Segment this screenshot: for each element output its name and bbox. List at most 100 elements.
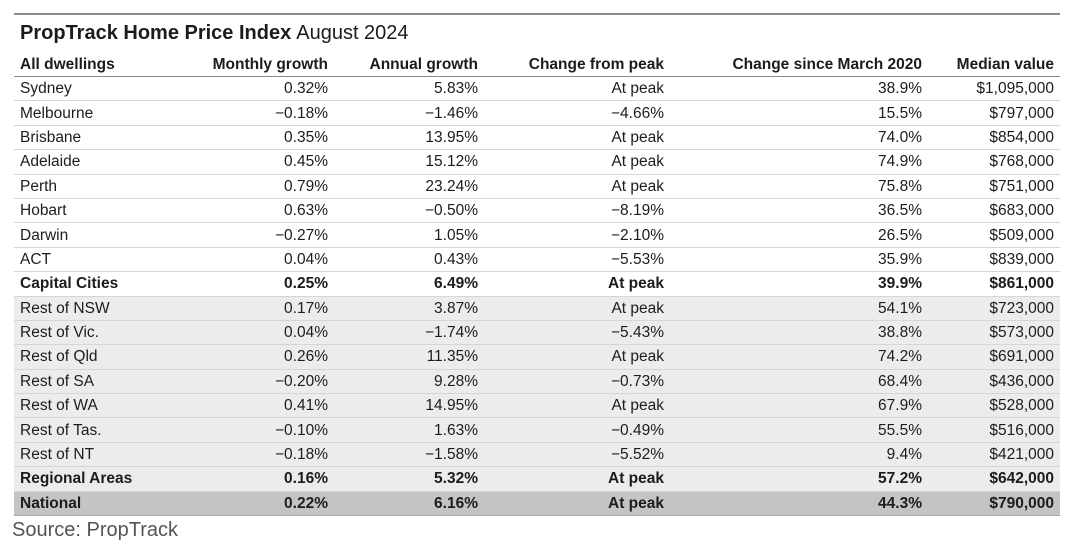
table-body: Sydney 0.32% 5.83% At peak 38.9% $1,095,000 Me…	[14, 76, 1060, 517]
header-change-since-march-2020: Change since March 2020	[670, 52, 928, 77]
table-row: Rest of Tas. −0.10% 1.63% −0.49% 55.5% $516,0…	[14, 417, 1060, 443]
table-row: Capital Cities 0.25% 6.49% At peak 39.9% $861…	[14, 271, 1060, 297]
table-row: Perth 0.79% 23.24% At peak 75.8% $751,000	[14, 174, 1060, 199]
cell-change-since-march-2020: 68.4%	[670, 369, 928, 395]
cell-change-since-march-2020: 55.5%	[670, 417, 928, 443]
cell-region: National	[14, 491, 184, 517]
cell-annual-growth: −1.74%	[334, 320, 484, 346]
header-median-value: Median value	[928, 52, 1060, 77]
cell-change-from-peak: −0.73%	[484, 369, 670, 395]
cell-monthly-growth: 0.26%	[184, 344, 334, 370]
cell-monthly-growth: 0.17%	[184, 296, 334, 321]
cell-change-since-march-2020: 36.5%	[670, 198, 928, 224]
cell-monthly-growth: −0.18%	[184, 100, 334, 126]
cell-region: Sydney	[14, 76, 184, 102]
cell-annual-growth: 3.87%	[334, 296, 484, 321]
cell-region: Regional Areas	[14, 466, 184, 492]
cell-change-from-peak: −4.66%	[484, 100, 670, 126]
cell-change-from-peak: At peak	[484, 491, 670, 517]
cell-change-since-march-2020: 57.2%	[670, 466, 928, 492]
cell-change-since-march-2020: 74.2%	[670, 344, 928, 370]
header-annual-growth: Annual growth	[334, 52, 484, 77]
table-row: Melbourne −0.18% −1.46% −4.66% 15.5% $797,000	[14, 100, 1060, 126]
cell-region: Rest of NT	[14, 442, 184, 468]
top-rule	[14, 13, 1060, 15]
table-row: Regional Areas 0.16% 5.32% At peak 57.2% $642…	[14, 466, 1060, 492]
cell-region: Adelaide	[14, 149, 184, 175]
cell-change-from-peak: −0.49%	[484, 417, 670, 443]
cell-median-value: $691,000	[928, 344, 1060, 370]
cell-region: Rest of SA	[14, 369, 184, 395]
cell-region: Rest of Vic.	[14, 320, 184, 346]
cell-change-from-peak: At peak	[484, 393, 670, 419]
cell-monthly-growth: 0.04%	[184, 320, 334, 346]
cell-change-from-peak: At peak	[484, 296, 670, 321]
cell-annual-growth: 1.63%	[334, 417, 484, 443]
cell-change-from-peak: At peak	[484, 344, 670, 370]
cell-monthly-growth: 0.41%	[184, 393, 334, 419]
cell-region: Melbourne	[14, 100, 184, 126]
cell-region: Rest of WA	[14, 393, 184, 419]
cell-change-from-peak: −5.53%	[484, 247, 670, 273]
header-row: All dwellings Monthly growth Annual grow…	[14, 52, 1060, 77]
cell-annual-growth: 23.24%	[334, 174, 484, 199]
table-row: ACT 0.04% 0.43% −5.53% 35.9% $839,000	[14, 247, 1060, 273]
cell-median-value: $683,000	[928, 198, 1060, 224]
cell-region: ACT	[14, 247, 184, 273]
header-all-dwellings: All dwellings	[14, 52, 184, 77]
cell-median-value: $861,000	[928, 271, 1060, 297]
cell-annual-growth: 5.83%	[334, 76, 484, 102]
source-note: Source: PropTrack	[12, 519, 178, 541]
cell-annual-growth: 14.95%	[334, 393, 484, 419]
table-row: Rest of Vic. 0.04% −1.74% −5.43% 38.8% $573,0…	[14, 320, 1060, 346]
table-row: Hobart 0.63% −0.50% −8.19% 36.5% $683,000	[14, 198, 1060, 224]
table-row: Sydney 0.32% 5.83% At peak 38.9% $1,095,000	[14, 76, 1060, 102]
cell-median-value: $839,000	[928, 247, 1060, 273]
cell-annual-growth: 0.43%	[334, 247, 484, 273]
table-row: Rest of NSW 0.17% 3.87% At peak 54.1% $723,00…	[14, 296, 1060, 321]
cell-median-value: $516,000	[928, 417, 1060, 443]
cell-change-from-peak: −5.52%	[484, 442, 670, 468]
price-index-table-container: PropTrack Home Price Index August 2024 A…	[14, 13, 1060, 517]
cell-change-from-peak: At peak	[484, 174, 670, 199]
cell-annual-growth: 6.49%	[334, 271, 484, 297]
cell-region: Darwin	[14, 222, 184, 248]
cell-annual-growth: 1.05%	[334, 222, 484, 248]
cell-monthly-growth: 0.35%	[184, 125, 334, 151]
table-title: PropTrack Home Price Index August 2024	[14, 15, 1060, 52]
table-row: Rest of Qld 0.26% 11.35% At peak 74.2% $691,0…	[14, 344, 1060, 370]
cell-annual-growth: −1.46%	[334, 100, 484, 126]
cell-change-from-peak: At peak	[484, 125, 670, 151]
cell-median-value: $642,000	[928, 466, 1060, 492]
cell-change-since-march-2020: 26.5%	[670, 222, 928, 248]
cell-monthly-growth: −0.20%	[184, 369, 334, 395]
cell-region: Rest of NSW	[14, 296, 184, 321]
cell-median-value: $573,000	[928, 320, 1060, 346]
table-row: Rest of NT −0.18% −1.58% −5.52% 9.4% $421,000	[14, 442, 1060, 468]
cell-change-from-peak: −2.10%	[484, 222, 670, 248]
cell-region: Rest of Tas.	[14, 417, 184, 443]
cell-median-value: $723,000	[928, 296, 1060, 321]
cell-change-from-peak: −5.43%	[484, 320, 670, 346]
cell-annual-growth: −1.58%	[334, 442, 484, 468]
table-title-sub: August 2024	[296, 22, 409, 44]
cell-change-since-march-2020: 67.9%	[670, 393, 928, 419]
cell-monthly-growth: 0.79%	[184, 174, 334, 199]
cell-change-since-march-2020: 39.9%	[670, 271, 928, 297]
table-row: Rest of SA −0.20% 9.28% −0.73% 68.4% $436,000	[14, 369, 1060, 395]
table-row: Brisbane 0.35% 13.95% At peak 74.0% $854,000	[14, 125, 1060, 151]
cell-median-value: $1,095,000	[928, 76, 1060, 102]
cell-change-from-peak: At peak	[484, 76, 670, 102]
cell-change-since-march-2020: 38.8%	[670, 320, 928, 346]
cell-annual-growth: 5.32%	[334, 466, 484, 492]
cell-median-value: $436,000	[928, 369, 1060, 395]
cell-monthly-growth: 0.22%	[184, 491, 334, 517]
cell-monthly-growth: −0.27%	[184, 222, 334, 248]
cell-change-since-march-2020: 75.8%	[670, 174, 928, 199]
cell-monthly-growth: 0.04%	[184, 247, 334, 273]
cell-change-since-march-2020: 35.9%	[670, 247, 928, 273]
table-row: Darwin −0.27% 1.05% −2.10% 26.5% $509,000	[14, 222, 1060, 248]
cell-monthly-growth: 0.32%	[184, 76, 334, 102]
cell-change-from-peak: At peak	[484, 271, 670, 297]
cell-median-value: $421,000	[928, 442, 1060, 468]
